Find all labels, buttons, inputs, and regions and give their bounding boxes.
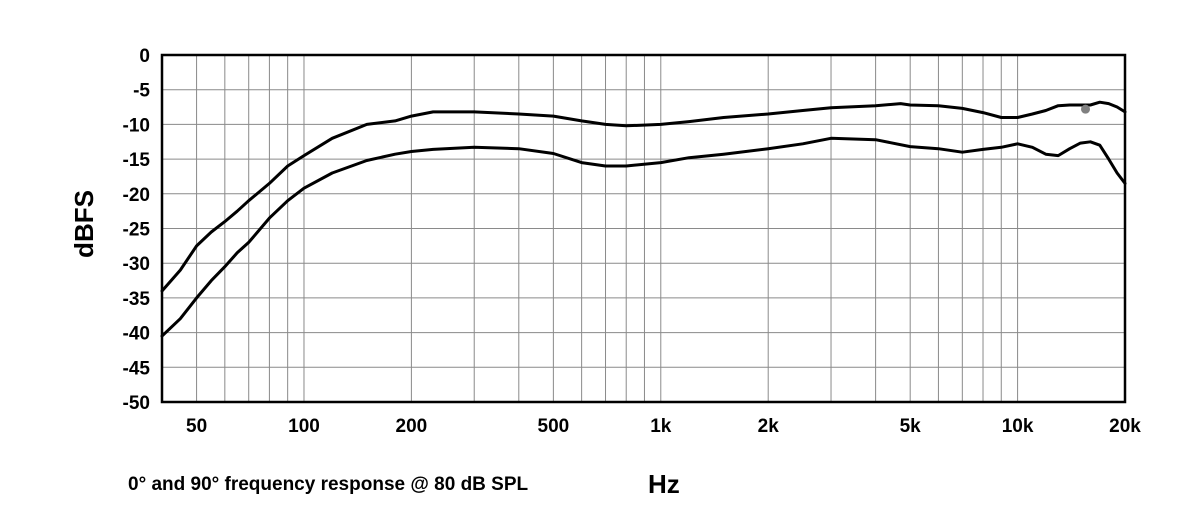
y-axis-label: dBFS bbox=[69, 190, 99, 258]
x-tick-label: 50 bbox=[186, 416, 207, 437]
y-tick-label: -50 bbox=[123, 393, 150, 414]
x-tick-label: 5k bbox=[900, 416, 922, 437]
y-tick-label: -40 bbox=[123, 324, 150, 345]
y-tick-label: -35 bbox=[123, 289, 151, 310]
x-tick-label: 2k bbox=[758, 416, 780, 437]
x-axis-label: Hz bbox=[648, 469, 680, 499]
series-line-2 bbox=[160, 136, 1127, 338]
y-tick-label: -45 bbox=[123, 358, 151, 379]
y-tick-label: -20 bbox=[123, 185, 150, 206]
x-tick-label: 200 bbox=[396, 416, 428, 437]
grid bbox=[162, 55, 1125, 402]
x-tick-label: 500 bbox=[538, 416, 570, 437]
plot-border bbox=[160, 53, 1127, 404]
chart-caption: 0° and 90° frequency response @ 80 dB SP… bbox=[128, 474, 529, 495]
y-tick-label: -15 bbox=[123, 150, 151, 171]
y-tick-label: -10 bbox=[123, 115, 150, 136]
y-tick-labels: 0 -5 -10 -15 -20 -25 -30 -35 -40 -45 -50 bbox=[123, 46, 151, 414]
y-tick-label: -5 bbox=[133, 81, 150, 102]
series-lines bbox=[160, 100, 1127, 338]
y-tick-label: -30 bbox=[123, 254, 150, 275]
x-tick-label: 1k bbox=[650, 416, 672, 437]
x-tick-label: 10k bbox=[1002, 416, 1034, 437]
y-tick-label: 0 bbox=[139, 46, 150, 67]
x-tick-label: 100 bbox=[288, 416, 320, 437]
marker-point bbox=[1081, 104, 1091, 114]
y-tick-label: -25 bbox=[123, 220, 151, 241]
plot-frame bbox=[160, 53, 1127, 404]
x-tick-label: 20k bbox=[1109, 416, 1141, 437]
x-tick-labels: 50 100 200 500 1k 2k 5k 10k 20k bbox=[186, 416, 1141, 437]
series-line-1 bbox=[160, 100, 1127, 293]
